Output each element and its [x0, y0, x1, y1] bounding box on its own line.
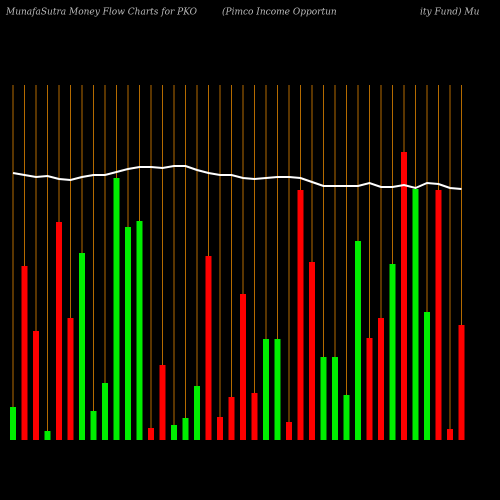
- bar: [424, 312, 430, 440]
- chart-title: MunafaSutra Money Flow Charts for PKO: [5, 8, 198, 18]
- bar: [194, 386, 200, 440]
- bar: [240, 294, 246, 440]
- chart-subtitle: (Pimco Income Opportun: [222, 7, 337, 18]
- bar: [251, 393, 258, 440]
- chart-subtitle-end: ity Fund) Mu: [420, 7, 480, 18]
- bar: [366, 338, 373, 440]
- bar: [159, 365, 166, 440]
- bar: [263, 339, 269, 440]
- bar: [125, 227, 131, 440]
- bar: [79, 253, 85, 440]
- bar: [56, 222, 62, 440]
- bar: [458, 325, 465, 440]
- bar: [435, 190, 442, 440]
- bar: [113, 178, 120, 440]
- bar: [67, 318, 74, 440]
- bar: [90, 411, 97, 440]
- bar: [171, 425, 177, 440]
- bar: [205, 256, 212, 440]
- bar: [148, 428, 154, 440]
- bar: [297, 190, 304, 440]
- bar: [447, 429, 453, 440]
- bar: [228, 397, 235, 440]
- price-line: [12, 165, 462, 190]
- bar: [412, 189, 419, 440]
- bar: [102, 383, 108, 440]
- bar: [320, 357, 327, 440]
- bar: [309, 262, 315, 440]
- bar: [33, 331, 39, 440]
- bar: [401, 152, 407, 440]
- bar: [274, 339, 281, 440]
- bar: [332, 357, 338, 440]
- bar: [182, 418, 189, 440]
- bar: [378, 318, 384, 440]
- bar: [389, 264, 396, 440]
- bar: [286, 422, 292, 440]
- bar: [10, 407, 16, 440]
- bar: [44, 431, 51, 440]
- bar: [355, 241, 361, 440]
- bar: [136, 221, 143, 440]
- bar: [343, 395, 350, 440]
- bar: [217, 417, 223, 440]
- bar: [21, 266, 28, 440]
